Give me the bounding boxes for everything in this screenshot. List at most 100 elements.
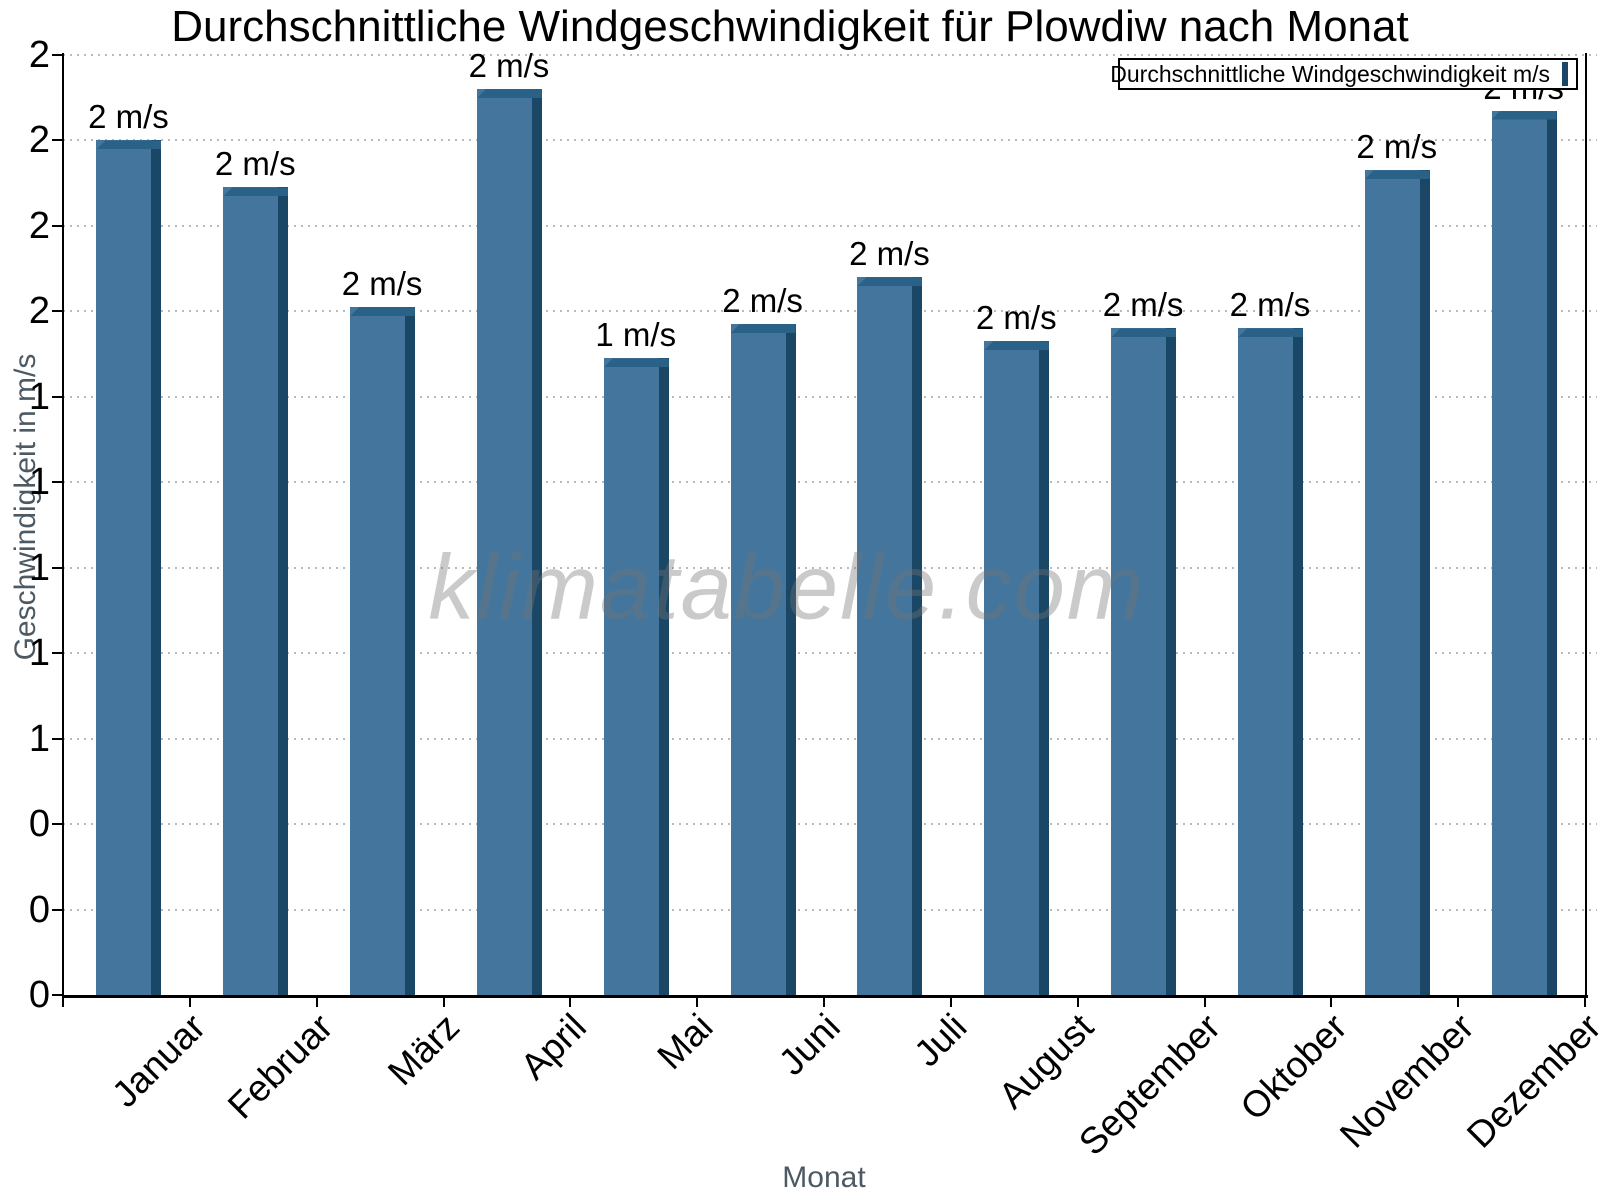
bar-juli [857, 277, 923, 995]
bar-value-label-oktober: 2 m/s [1229, 286, 1311, 324]
x-axis-label-juni: Juni [770, 1006, 848, 1083]
legend: Durchschnittliche Windgeschwindigkeit m/… [1110, 58, 1578, 90]
bar-side-face [1292, 328, 1303, 995]
x-axis-label-juli: Juli [906, 1006, 975, 1075]
bar-value-label-juli: 2 m/s [849, 235, 930, 273]
y-axis-tick [52, 823, 63, 826]
bar-april [476, 89, 542, 995]
x-axis-tick [569, 998, 572, 1007]
bar-märz [350, 307, 416, 995]
gridline [63, 310, 1597, 313]
y-axis-tick [52, 737, 63, 740]
bar-side-face [151, 140, 162, 995]
gridline [63, 481, 1597, 484]
bar-value-label-januar: 2 m/s [88, 98, 169, 136]
bar-side-face [658, 358, 669, 995]
bar-februar [223, 187, 289, 995]
bar-side-face [1419, 170, 1430, 995]
bar-september [1111, 328, 1177, 995]
y-axis-tick-label: 2 [28, 34, 50, 76]
bar-top-face [476, 89, 542, 99]
right-border-line [1585, 53, 1587, 997]
bar-top-face [603, 358, 669, 368]
chart-title: Durchschnittliche Windgeschwindigkeit fü… [171, 2, 1409, 51]
x-axis-tick [1584, 998, 1586, 1007]
y-axis-tick-label: 1 [28, 461, 50, 504]
x-axis-tick [949, 998, 952, 1007]
y-axis-tick-label: 2 [28, 290, 50, 333]
watermark: klimatabelle.com [428, 536, 1146, 639]
bar-side-face [1546, 110, 1557, 995]
bar-oktober [1237, 328, 1303, 995]
bar-side-face [1166, 328, 1177, 995]
y-axis-tick [52, 481, 63, 484]
y-axis-tick-label: 1 [28, 375, 50, 418]
y-axis-tick [52, 224, 63, 227]
x-axis-tick [1203, 998, 1206, 1007]
y-axis-tick [52, 566, 63, 569]
x-axis-label-januar: Januar [104, 1006, 214, 1115]
x-axis-tick [696, 998, 699, 1007]
bar-value-label-august: 2 m/s [975, 299, 1057, 337]
y-axis-tick [52, 994, 63, 996]
y-axis-tick [52, 139, 63, 142]
bar-top-face [1364, 170, 1430, 180]
bar-top-face [1237, 328, 1303, 338]
bar-dezember [1491, 110, 1557, 995]
gridline [63, 908, 1597, 911]
x-axis-label-april: April [512, 1006, 594, 1088]
bar-value-label-februar: 2 m/s [214, 145, 296, 183]
x-axis-line [62, 995, 1588, 998]
gridline [63, 139, 1597, 142]
bar-value-label-juni: 2 m/s [722, 282, 803, 320]
y-axis-tick-label: 0 [28, 888, 50, 931]
x-axis-label-februar: Februar [219, 1006, 341, 1127]
bar-januar [96, 140, 162, 995]
bar-august [984, 341, 1050, 995]
gridline [63, 395, 1597, 398]
y-axis-tick [52, 54, 63, 56]
bar-side-face [278, 187, 289, 995]
bar-top-face [1111, 328, 1177, 338]
gridline [63, 737, 1597, 740]
gridline [63, 652, 1597, 655]
y-axis-tick-label: 0 [28, 803, 50, 846]
x-axis-label-märz: März [379, 1006, 468, 1094]
y-axis-tick-label: 1 [28, 632, 50, 675]
bar-value-label-mai: 1 m/s [595, 316, 677, 354]
bar-side-face [1039, 341, 1050, 995]
bar-top-face [1491, 110, 1557, 120]
y-axis-tick-label: 1 [28, 717, 50, 760]
bar-november [1364, 170, 1430, 995]
gridline [63, 224, 1597, 227]
x-axis-tick [823, 998, 825, 1007]
bar-mai [603, 358, 669, 995]
x-axis-label-dezember: Dezember [1458, 1006, 1600, 1156]
bar-value-label-november: 2 m/s [1356, 128, 1438, 166]
gridline [63, 54, 1597, 56]
y-axis-tick [52, 908, 63, 911]
bar-side-face [531, 89, 542, 995]
x-axis-label-oktober: Oktober [1232, 1006, 1355, 1129]
y-axis-tick-label: 2 [28, 204, 50, 247]
x-axis-label-august: August [990, 1006, 1102, 1117]
bar-top-face [350, 307, 416, 317]
bar-top-face [984, 341, 1050, 351]
x-axis-tick [442, 998, 445, 1007]
y-axis-tick [52, 395, 63, 398]
x-axis-tick [1076, 998, 1079, 1007]
gridline [63, 566, 1597, 569]
bar-value-label-september: 2 m/s [1102, 286, 1184, 324]
x-axis-tick [188, 998, 191, 1007]
bar-top-face [857, 277, 923, 287]
x-axis-tick [62, 998, 64, 1007]
y-axis-tick [52, 652, 63, 655]
legend-label: Durchschnittliche Windgeschwindigkeit m/… [1110, 60, 1550, 87]
y-axis-tick [52, 310, 63, 313]
y-axis-line [62, 53, 64, 997]
bar-juni [730, 324, 796, 995]
bar-top-face [96, 140, 162, 150]
y-axis-tick-label: 2 [28, 119, 50, 162]
bar-value-label-märz: 2 m/s [341, 265, 423, 303]
